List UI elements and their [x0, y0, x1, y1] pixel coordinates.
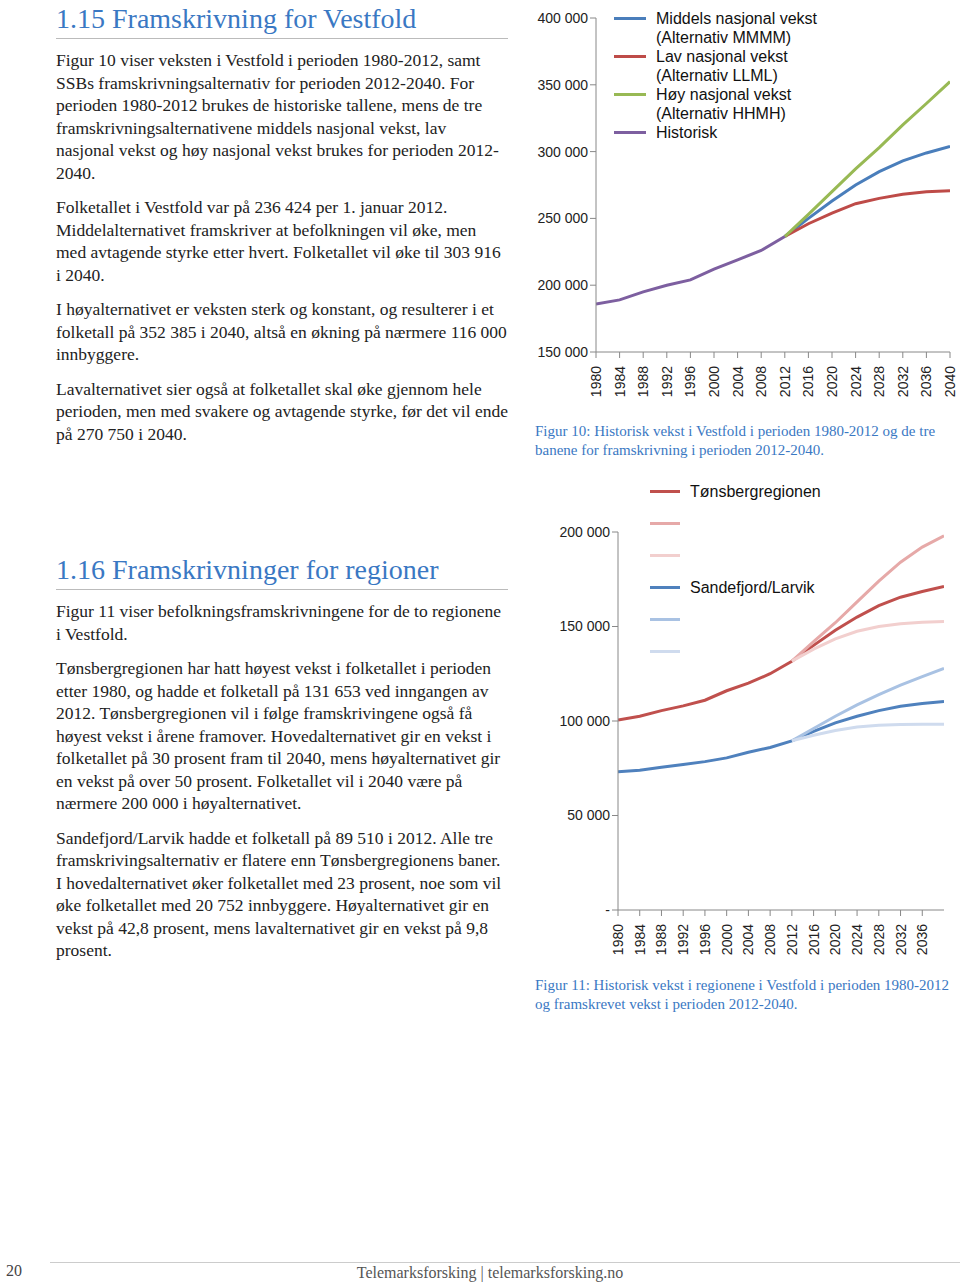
- svg-text:2012: 2012: [777, 366, 793, 397]
- svg-text:200 000: 200 000: [559, 524, 610, 540]
- svg-text:-: -: [605, 902, 610, 918]
- svg-text:2016: 2016: [800, 366, 816, 397]
- svg-text:2004: 2004: [740, 924, 756, 955]
- svg-text:200 000: 200 000: [537, 277, 588, 293]
- svg-text:50 000: 50 000: [567, 807, 610, 823]
- svg-text:2020: 2020: [824, 366, 840, 397]
- svg-text:2004: 2004: [730, 366, 746, 397]
- svg-text:2008: 2008: [753, 366, 769, 397]
- html-text:Folketallet i Vestfold var på: Folketallet i Vestfold var på 236 424 pe…: [56, 197, 501, 285]
- html-text:Sandefjord/Larvik hadde et fol: Sandefjord/Larvik hadde et folketall på …: [56, 827, 502, 960]
- svg-text:300 000: 300 000: [537, 144, 588, 160]
- svg-text:1992: 1992: [675, 924, 691, 955]
- svg-text:1988: 1988: [635, 366, 651, 397]
- svg-text:2020: 2020: [827, 924, 843, 955]
- svg-text:1988: 1988: [653, 924, 669, 955]
- svg-text:1980: 1980: [588, 366, 604, 397]
- svg-text:1996: 1996: [697, 924, 713, 955]
- svg-text:150 000: 150 000: [537, 344, 588, 360]
- svg-text:400 000: 400 000: [537, 10, 588, 26]
- svg-text:2036: 2036: [914, 924, 930, 955]
- svg-text:2024: 2024: [849, 924, 865, 955]
- html-text:Historisk: Historisk: [656, 124, 718, 141]
- html-text:Høy nasjonal vekst (Alternativ: Høy nasjonal vekst (Alternativ HHMH): [656, 86, 792, 122]
- svg-text:1984: 1984: [612, 366, 628, 397]
- svg-text:1984: 1984: [632, 924, 648, 955]
- svg-text:2024: 2024: [848, 366, 864, 397]
- html-text:20: 20: [6, 1262, 22, 1279]
- html-text:Figur 11 viser befolkningsfram: Figur 11 viser befolkningsframskrivninge…: [56, 601, 501, 644]
- svg-text:2000: 2000: [706, 366, 722, 397]
- svg-text:2000: 2000: [719, 924, 735, 955]
- svg-text:150 000: 150 000: [559, 618, 610, 634]
- html-text:Tønsbergregionen har hatt høye: Tønsbergregionen har hatt høyest vekst i…: [56, 658, 501, 813]
- svg-text:350 000: 350 000: [537, 77, 588, 93]
- html-text:Lav nasjonal vekst (Alternativ: Lav nasjonal vekst (Alternativ LLML): [656, 48, 788, 84]
- html-text:Figur 10 viser veksten i Vestf: Figur 10 viser veksten i Vestfold i peri…: [56, 50, 499, 183]
- html-text:Telemarksforsking | telemarksf: Telemarksforsking | telemarksforsking.no: [356, 1264, 624, 1281]
- html-text:Lavalternativet sier også at f: Lavalternativet sier også at folketallet…: [56, 378, 508, 444]
- svg-text:2040: 2040: [942, 366, 952, 397]
- svg-text:2032: 2032: [895, 366, 911, 397]
- html-text:Figur 11: Historisk vekst i re: Figur 11: Historisk vekst i regionene i …: [535, 977, 950, 1012]
- svg-text:2008: 2008: [762, 924, 778, 955]
- svg-text:250 000: 250 000: [537, 210, 588, 226]
- svg-text:2028: 2028: [871, 366, 887, 397]
- svg-text:100 000: 100 000: [559, 713, 610, 729]
- html-text:1.16 Framskrivninger for regio: 1.16 Framskrivninger for regioner: [56, 554, 439, 585]
- html-text:Tønsbergregionen: Tønsbergregionen: [690, 483, 821, 500]
- svg-text:1996: 1996: [682, 366, 698, 397]
- svg-text:2028: 2028: [871, 924, 887, 955]
- html-text:Middels nasjonal vekst (Altern: Middels nasjonal vekst (Alternativ MMMM): [656, 10, 817, 46]
- html-text:1.15 Framskrivning for Vestfol: 1.15 Framskrivning for Vestfold: [56, 3, 417, 34]
- html-text:I høyalternativet er veksten s: I høyalternativet er veksten sterk og ko…: [56, 299, 507, 364]
- svg-text:1992: 1992: [659, 366, 675, 397]
- svg-text:2032: 2032: [893, 924, 909, 955]
- svg-text:2036: 2036: [918, 366, 934, 397]
- svg-text:2016: 2016: [806, 924, 822, 955]
- html-text:Figur 10: Historisk vekst i Ve: Figur 10: Historisk vekst i Vestfold i p…: [535, 423, 936, 458]
- svg-text:1980: 1980: [610, 924, 626, 955]
- html-text:Sandefjord/Larvik: Sandefjord/Larvik: [690, 579, 815, 596]
- svg-text:2012: 2012: [784, 924, 800, 955]
